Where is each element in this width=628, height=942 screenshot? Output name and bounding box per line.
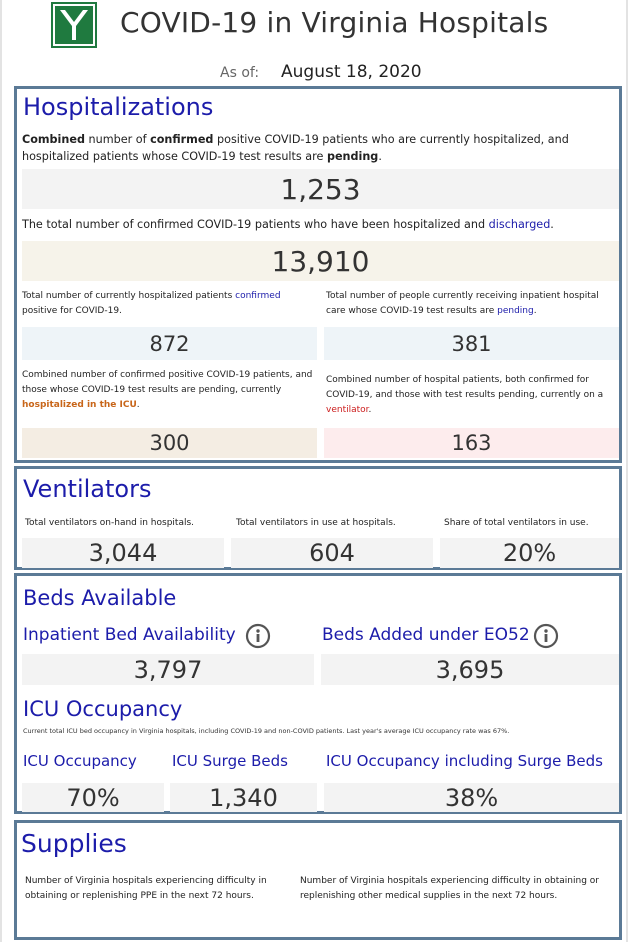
- pending-description: Total number of people currently receivi…: [326, 291, 599, 316]
- inuse-label: Total ventilators in use at hospitals.: [236, 518, 396, 528]
- confirmed-description: Total number of currently hospitalized p…: [22, 291, 281, 316]
- icu-incl-surge-value: 38%: [324, 783, 619, 812]
- page-title: COVID-19 in Virginia Hospitals: [120, 6, 549, 39]
- confirmed-value: 872: [22, 327, 317, 360]
- icu-surge-beds-label: ICU Surge Beds: [172, 752, 288, 770]
- eo52-beds-label: Beds Added under EO52: [322, 625, 530, 645]
- ventilators-title: Ventilators: [23, 475, 152, 503]
- pending-value: 381: [324, 327, 619, 360]
- icu-occupancy-label: ICU Occupancy: [23, 752, 137, 770]
- beds-panel: Beds Available Inpatient Bed Availabilit…: [14, 573, 622, 814]
- ventilator-description: Combined number of hospital patients, bo…: [326, 375, 604, 415]
- info-circle-icon[interactable]: [245, 623, 271, 649]
- onhand-label: Total ventilators on-hand in hospitals.: [25, 518, 195, 528]
- supplies-title: Supplies: [21, 829, 127, 858]
- ventilators-panel: Ventilators Total ventilators on-hand in…: [14, 466, 622, 570]
- share-label: Share of total ventilators in use.: [444, 518, 589, 528]
- icu-occupancy-title: ICU Occupancy: [23, 697, 183, 721]
- ventilator-value: 163: [324, 428, 619, 458]
- hospitalizations-panel: Hospitalizations Combined number of conf…: [14, 86, 622, 463]
- other-supplies-description: Number of Virginia hospitals experiencin…: [300, 876, 599, 901]
- inpatient-bed-value: 3,797: [22, 654, 314, 685]
- icu-occupancy-note: Current total ICU bed occupancy in Virgi…: [23, 727, 510, 735]
- icu-occupancy-value: 70%: [22, 783, 164, 812]
- info-circle-icon[interactable]: [533, 623, 559, 649]
- ppe-description: Number of Virginia hospitals experiencin…: [25, 876, 267, 901]
- beds-title: Beds Available: [23, 586, 177, 610]
- icu-incl-surge-label: ICU Occupancy including Surge Beds: [326, 752, 603, 770]
- supplies-panel: Supplies Number of Virginia hospitals ex…: [14, 820, 622, 940]
- share-value: 20%: [440, 538, 619, 568]
- onhand-value: 3,044: [22, 538, 224, 568]
- inuse-value: 604: [231, 538, 433, 568]
- combined-value: 1,253: [22, 169, 619, 209]
- header: COVID-19 in Virginia Hospitals As of: Au…: [2, 0, 628, 86]
- hospitalizations-title: Hospitalizations: [23, 93, 214, 121]
- as-of-date: August 18, 2020: [281, 62, 422, 82]
- eo52-beds-value: 3,695: [321, 654, 619, 685]
- as-of-label: As of:: [220, 65, 260, 81]
- discharged-description: The total number of confirmed COVID-19 p…: [22, 218, 554, 231]
- vhhc-logo-icon: [51, 2, 97, 48]
- discharged-value: 13,910: [22, 241, 619, 281]
- icu-description: Combined number of confirmed positive CO…: [22, 370, 313, 410]
- icu-surge-beds-value: 1,340: [170, 783, 317, 812]
- combined-description: Combined number of confirmed positive CO…: [22, 133, 569, 163]
- inpatient-bed-label: Inpatient Bed Availability: [23, 625, 236, 645]
- icu-value: 300: [22, 428, 317, 458]
